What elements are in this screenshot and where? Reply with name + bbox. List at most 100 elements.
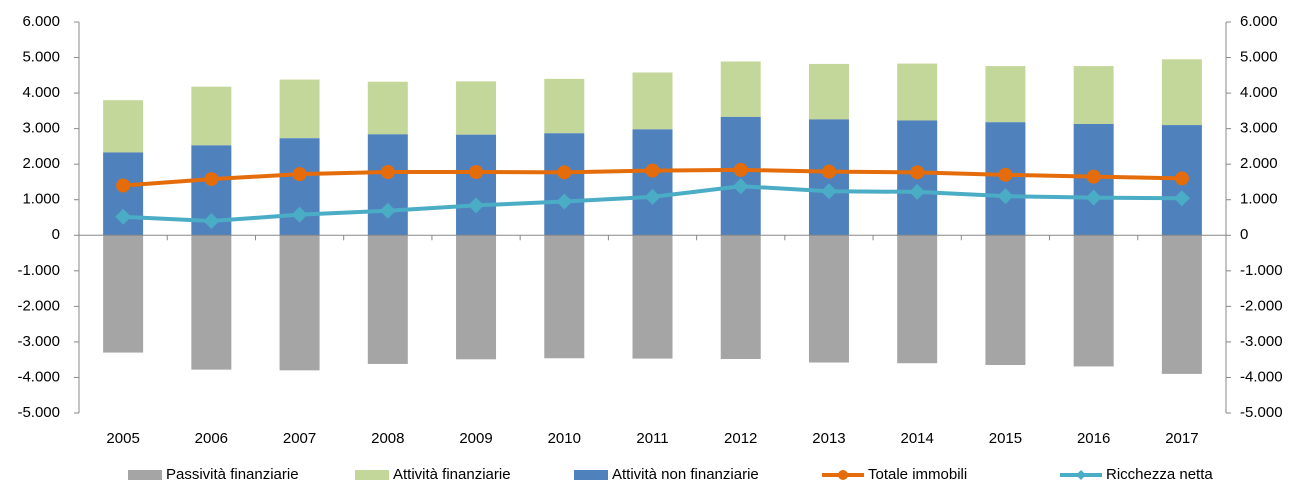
- y2-tick-label: 4.000: [1240, 84, 1278, 101]
- legend-label: Attività non finanziarie: [612, 466, 759, 483]
- y-tick-label: 6.000: [22, 13, 60, 30]
- y-tick-label: -1.000: [17, 262, 60, 279]
- bar: [808, 235, 849, 363]
- marker: [997, 188, 1014, 205]
- y2-tick-label: -2.000: [1240, 297, 1283, 314]
- y-tick-label: 4.000: [22, 84, 60, 101]
- bar: [191, 235, 232, 370]
- x-tick-label: 2015: [989, 430, 1022, 447]
- y2-tick-label: 5.000: [1240, 49, 1278, 66]
- x-tick-label: 2006: [195, 430, 228, 447]
- marker: [998, 167, 1013, 182]
- bar: [1161, 235, 1202, 374]
- bar: [897, 63, 938, 121]
- marker: [645, 163, 660, 178]
- y-tick-label: -2.000: [17, 297, 60, 314]
- x-tick-label: 2016: [1077, 430, 1110, 447]
- marker: [1086, 169, 1101, 184]
- marker: [732, 178, 749, 195]
- y2-tick-label: -1.000: [1240, 262, 1283, 279]
- bar: [544, 133, 585, 236]
- x-tick-label: 2012: [724, 430, 757, 447]
- bar: [632, 72, 673, 130]
- x-tick-label: 2013: [812, 430, 845, 447]
- marker: [1085, 189, 1102, 206]
- bar: [191, 86, 232, 146]
- marker: [115, 208, 132, 225]
- marker: [910, 165, 925, 180]
- marker: [820, 183, 837, 200]
- y2-tick-label: 6.000: [1240, 13, 1278, 30]
- marker: [821, 164, 836, 179]
- x-tick-label: 2008: [371, 430, 404, 447]
- y2-tick-label: 1.000: [1240, 191, 1278, 208]
- marker: [733, 162, 748, 177]
- x-tick-label: 2007: [283, 430, 316, 447]
- bar: [808, 63, 849, 120]
- x-tick-label: 2009: [459, 430, 492, 447]
- y2-tick-label: -3.000: [1240, 333, 1283, 350]
- bar: [985, 66, 1026, 123]
- y-tick-label: 3.000: [22, 120, 60, 137]
- legend-swatch: [355, 470, 389, 480]
- x-tick-label: 2017: [1165, 430, 1198, 447]
- marker: [116, 178, 131, 193]
- bar: [544, 78, 585, 134]
- marker: [1174, 171, 1189, 186]
- legend-swatch: [574, 470, 608, 480]
- bar: [1073, 235, 1114, 367]
- legend-label: Ricchezza netta: [1106, 466, 1213, 483]
- y-tick-label: 2.000: [22, 155, 60, 172]
- marker: [644, 188, 661, 205]
- x-tick-label: 2010: [548, 430, 581, 447]
- legend-swatch: [128, 470, 162, 480]
- bar: [544, 235, 585, 359]
- bar: [1073, 66, 1114, 125]
- bar: [279, 79, 320, 139]
- bar: [456, 235, 497, 360]
- marker: [204, 172, 219, 187]
- legend-marker: [1076, 470, 1086, 480]
- legend-marker: [838, 470, 848, 480]
- x-tick-label: 2005: [106, 430, 139, 447]
- marker: [1173, 190, 1190, 207]
- legend-label: Attività finanziarie: [393, 466, 511, 483]
- y-tick-label: 1.000: [22, 191, 60, 208]
- legend-label: Passività finanziarie: [166, 466, 299, 483]
- y2-tick-label: 2.000: [1240, 155, 1278, 172]
- x-tick-label: 2011: [636, 430, 668, 447]
- marker: [203, 213, 220, 230]
- bar: [103, 235, 144, 353]
- marker: [909, 183, 926, 200]
- bar: [632, 235, 673, 359]
- y-tick-label: -5.000: [17, 404, 60, 421]
- x-tick-label: 2014: [901, 430, 934, 447]
- y-tick-label: -4.000: [17, 368, 60, 385]
- bar: [103, 100, 144, 153]
- bar: [720, 61, 761, 117]
- bar: [632, 129, 673, 236]
- bar: [279, 235, 320, 371]
- bar: [720, 235, 761, 359]
- marker: [291, 206, 308, 223]
- y2-tick-label: 3.000: [1240, 120, 1278, 137]
- bar: [897, 235, 938, 364]
- y2-tick-label: 0: [1240, 226, 1248, 243]
- bar: [1161, 59, 1202, 126]
- bar: [367, 134, 408, 236]
- bar: [456, 134, 497, 236]
- bar: [367, 81, 408, 135]
- bar: [985, 235, 1026, 366]
- marker: [379, 202, 396, 219]
- marker: [380, 165, 395, 180]
- y-tick-label: 5.000: [22, 49, 60, 66]
- legend-label: Totale immobili: [868, 466, 967, 483]
- marker: [469, 165, 484, 180]
- marker: [557, 165, 572, 180]
- bar: [367, 235, 408, 364]
- marker: [468, 197, 485, 214]
- y2-tick-label: -4.000: [1240, 368, 1283, 385]
- y-tick-label: -3.000: [17, 333, 60, 350]
- marker: [556, 193, 573, 210]
